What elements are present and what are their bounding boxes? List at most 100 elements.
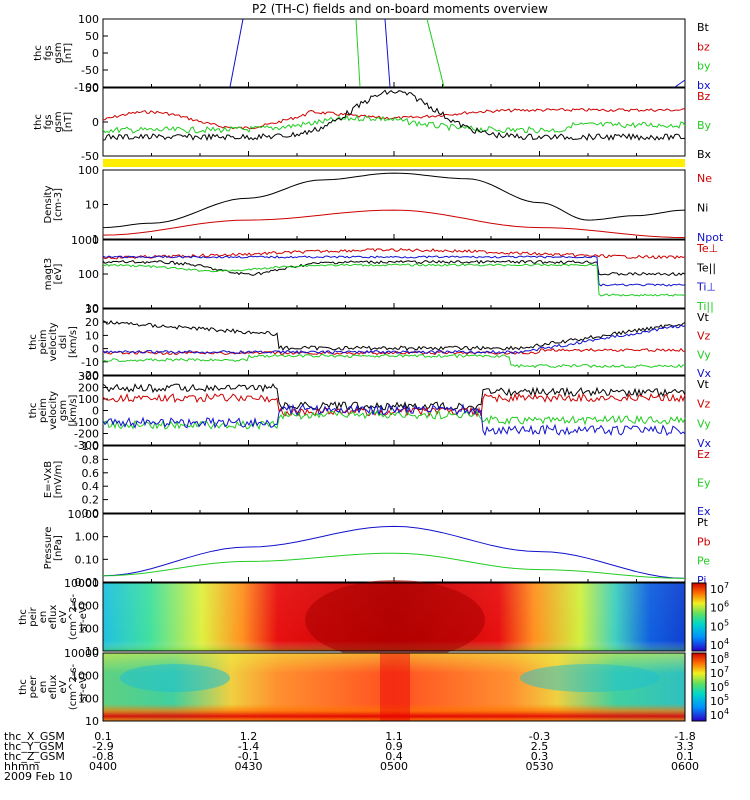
y-axis-label: peir (28, 606, 39, 626)
trace-Ti-perp (102, 255, 686, 287)
legend-Bt: Bt (697, 21, 710, 34)
y-axis-label: dsl (58, 335, 69, 349)
y-tick-label: 50 (85, 30, 99, 43)
legend-Bz: Bz (697, 90, 711, 103)
y-tick-label: 100 (78, 393, 99, 406)
y-tick-label: 0.4 (82, 480, 100, 493)
y-axis-label: velocity (48, 322, 59, 361)
legend-Ne: Ne (697, 172, 712, 185)
y-axis-label: thc (33, 45, 44, 61)
y-axis-label: eV (58, 610, 69, 623)
legend-Ni: Ni (697, 202, 708, 215)
x-row-value: -0.3 (529, 730, 550, 743)
y-tick-label: 100 (78, 13, 99, 26)
y-tick-label: 100 (78, 692, 99, 705)
y-tick-label: 50 (85, 82, 99, 95)
y-axis-label: thc (33, 114, 44, 130)
panel-frame (102, 582, 686, 652)
y-tick-label: 0 (92, 47, 99, 60)
y-tick-label: -200 (74, 428, 99, 441)
y-tick-label: 0.8 (82, 453, 100, 466)
trace-Vy-gsm (102, 409, 686, 431)
legend-Pi: Pi (697, 574, 706, 587)
colorbar-tick-label: 106 (710, 679, 729, 694)
electron-colorbar (691, 652, 707, 722)
trace-bx (229, 18, 244, 88)
panel-frame (102, 308, 686, 376)
ion-colorbar (691, 582, 707, 652)
x-row-value: 0530 (526, 760, 554, 773)
legend-bz: bz (697, 40, 710, 53)
y-axis-label: [eV] (53, 264, 64, 285)
y-tick-label: 10 (85, 199, 99, 212)
x-row-value: 0430 (235, 760, 263, 773)
y-tick-label: -10 (81, 356, 99, 369)
trace-by-2 (426, 18, 445, 88)
colorbar-tick-label: 106 (710, 600, 729, 615)
y-axis-label: Density (43, 185, 54, 223)
y-tick-label: 20 (85, 316, 99, 329)
y-axis-label: E=-VxB (43, 461, 54, 498)
x-row-value: -1.4 (238, 740, 259, 753)
y-tick-label: 10 (85, 715, 99, 728)
x-row-value: 1.2 (240, 730, 258, 743)
y-tick-label: 0.6 (82, 467, 100, 480)
y-tick-label: 0.01 (75, 576, 100, 589)
y-tick-label: 0.2 (82, 494, 100, 507)
legend-Te||: Te|| (696, 261, 716, 274)
y-axis-label: sr-eV) (78, 672, 89, 701)
panel-fgs1: 100 50 0 -50 -100 thc fgs gsm [nT] Bt bz by bx (33, 13, 711, 94)
y-axis-label: thc (28, 403, 39, 419)
trace-Ti-par (102, 263, 686, 297)
y-tick-label: 0.0 (82, 507, 100, 520)
y-tick-label: 10.00 (68, 508, 100, 521)
x-row-value: 0.4 (385, 750, 403, 763)
y-axis-label: sr-eV) (78, 602, 89, 631)
y-tick-label: 1000 (71, 234, 99, 247)
y-axis-label: [nPa] (53, 535, 64, 561)
x-row-value: -2.9 (92, 740, 113, 753)
y-axis-label: [cm-3] (53, 188, 64, 221)
y-tick-label: 10 (85, 329, 99, 342)
y-tick-label: -50 (81, 64, 99, 77)
x-row-value: 1.1 (385, 730, 403, 743)
trace-Vz-dsl (102, 347, 686, 356)
x-row-value: -0.1 (238, 750, 259, 763)
y-tick-label: 0 (92, 405, 99, 418)
colorbar-tick-label: 105 (710, 693, 729, 708)
legend-Pe: Pe (697, 555, 710, 568)
y-axis-label: gsm (58, 400, 69, 421)
y-axis-label: thc (28, 334, 39, 350)
panel-temp: 1000 100 10 magt3 [eV] Te⊥ Te|| Ti⊥ Ti|| (43, 234, 718, 315)
trace-by (355, 18, 361, 88)
x-row-value: 0600 (671, 760, 699, 773)
x-row-value: -0.8 (92, 750, 113, 763)
panel-frame (102, 513, 686, 583)
legend-bx: bx (697, 79, 711, 92)
y-tick-label: 100 (78, 164, 99, 177)
colorbar-tick-label: 105 (710, 618, 729, 633)
y-axis-label: eflux (48, 605, 59, 630)
series-Pi (102, 525, 686, 579)
panel-frame (102, 445, 686, 514)
x-row-label: thc_Y_GSM (4, 740, 64, 753)
x-row-value: 0500 (380, 760, 408, 773)
colorbar-tick-label: 107 (710, 581, 729, 596)
panel-frame (102, 652, 686, 722)
y-tick-label: 1.00 (75, 531, 100, 544)
trace-Te-perp (102, 247, 686, 260)
trace-bx-2 (384, 18, 391, 88)
y-tick-label: -100 (74, 416, 99, 429)
legend-Vy: Vy (697, 417, 711, 430)
x-row-value: 2.5 (531, 740, 549, 753)
y-tick-label: 1.0 (82, 440, 100, 453)
colorbar-tick-label: 104 (710, 707, 729, 722)
x-row-value: 0.3 (531, 750, 549, 763)
panel-pressure: 10.00 1.00 0.10 0.01 Pressure [nPa] Pt Pb Pe Pi (43, 508, 711, 589)
y-axis-label: eflux (48, 675, 59, 700)
trace-By (102, 114, 686, 134)
